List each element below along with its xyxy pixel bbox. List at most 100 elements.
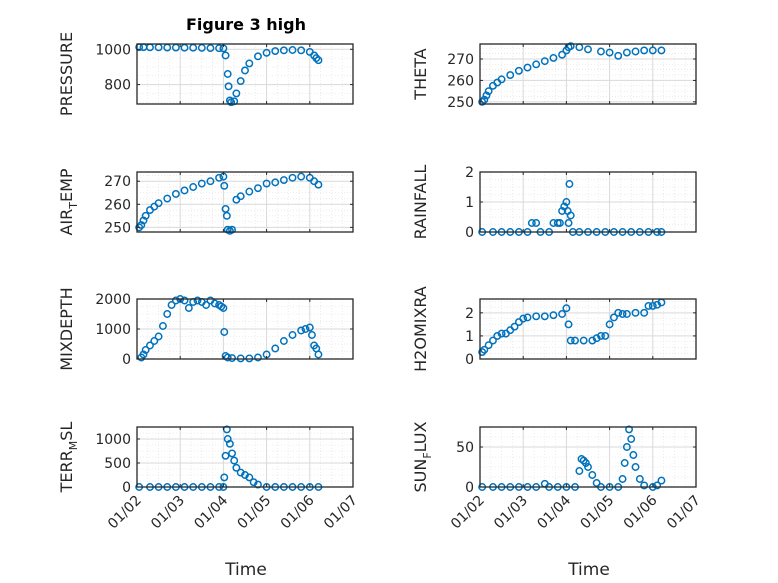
data-point [609,313,618,322]
data-point [558,310,567,318]
panel-1: 800 1000 PRESSURE [57,32,354,116]
axes-box [136,43,354,105]
data-point [584,463,592,471]
data-point [625,425,633,434]
data-point [215,173,224,182]
data-point [562,304,571,313]
y-axis-label: RAINFALL [411,165,430,240]
data-point [575,467,584,475]
data-point [228,354,236,363]
panel-7: 0 500 1000 01/02 01/03 01/04 01/05 01/06 01/07 TE… [57,422,361,533]
data-point [232,89,241,98]
y-tick-label: 0 [465,480,474,496]
data-point [232,463,241,472]
data-point [640,481,649,490]
y-tick-label: 250 [104,220,131,236]
x-tick-label: 01/05 [578,493,618,533]
data-point [245,473,254,482]
data-point [631,47,640,56]
data-point [631,463,640,471]
data-point [245,187,254,196]
y-axis-label-rest: SL [57,422,76,441]
data-point [139,350,148,359]
panel-8: 0 50 01/02 01/03 01/04 01/05 01/06 01/07 SUNFLUX [411,421,704,532]
y-tick-label: 500 [104,456,131,472]
data-point [620,459,629,467]
y-tick-label: 270 [104,174,131,190]
axes-box [136,171,354,233]
data-point [184,304,193,312]
data-point [262,48,271,57]
y-axis-label-main: AIR [57,209,76,236]
x-tick-label: 01/04 [534,492,574,532]
panel-3: 250 260 270 AIRTEMP [57,168,354,236]
x-tick-label: 01/04 [191,492,231,532]
data-point [584,45,592,54]
panel-6: 0 1 2 H2OMIXRA [411,286,697,372]
data-point [146,341,154,350]
y-tick-label: 1000 [95,322,131,338]
data-point [305,323,314,332]
data-point [297,326,306,335]
data-point [618,475,627,483]
data-point [206,177,215,186]
data-point [279,46,288,55]
data-point [219,304,228,312]
x-tick-label: 01/06 [621,492,661,532]
y-axis-label-subscript: F [421,452,434,458]
data-point [562,198,571,206]
y-axis-label-main: PRESSURE [57,32,76,116]
y-axis-label-main: SUN [411,459,430,493]
data-point [640,308,649,317]
data-point [657,476,666,485]
y-tick-label: 1 [465,195,474,211]
data-point [532,219,541,227]
data-point [581,459,590,467]
x-tick-label: 01/03 [491,493,531,533]
data-point [558,207,567,215]
y-axis-label: TERRMSL [57,422,80,494]
data-point [223,70,232,78]
y-tick-label: 260 [104,197,131,213]
data-point [657,46,666,55]
data-point [271,344,280,353]
data-point [314,350,323,359]
data-point [167,301,176,309]
data-point [163,194,172,203]
y-tick-label: 1 [465,329,474,345]
y-tick-label: 0 [465,352,474,368]
panel-2: 250 260 270 THETA [411,42,697,111]
data-point [523,63,532,72]
data-point [566,42,575,51]
axes-box [479,298,697,360]
data-point [221,451,230,460]
data-point [206,44,215,53]
axes-box [479,426,697,488]
data-point [236,192,245,201]
y-axis-label: THETA [411,48,430,100]
data-point [644,301,653,310]
data-point [549,53,558,62]
x-axis-label-right: Time [567,560,610,580]
panel-4: 0 1 2 RAINFALL [411,165,697,241]
data-point [605,320,614,329]
y-axis-label-main: H2OMIXRA [411,286,430,372]
y-tick-label: 270 [447,52,474,68]
data-point [564,219,573,227]
data-point [221,51,230,60]
y-tick-label: 250 [447,95,474,111]
y-axis-label-main: RAINFALL [411,165,430,240]
data-point [245,59,254,68]
data-point [254,480,262,489]
data-point [279,176,288,185]
data-point [288,331,297,339]
y-axis-label-rest: LUX [411,421,430,452]
data-point [180,186,189,195]
data-point [579,336,588,345]
data-point [588,471,597,479]
data-point [480,345,489,354]
data-point [527,219,536,227]
data-point [514,318,523,327]
data-point [271,47,280,56]
